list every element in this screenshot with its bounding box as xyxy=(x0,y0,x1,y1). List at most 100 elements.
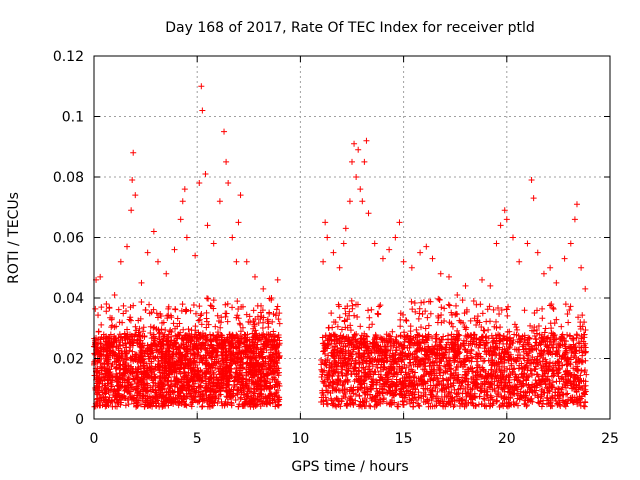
data-point-bg xyxy=(450,379,457,386)
data-point-bg xyxy=(159,380,166,387)
data-point-bg xyxy=(558,356,565,363)
data-point-bg xyxy=(132,323,139,330)
data-point-bg xyxy=(164,382,171,389)
data-point-bg xyxy=(408,367,415,374)
data-point-bg xyxy=(272,390,279,397)
data-point-bg xyxy=(226,361,233,368)
data-point-bg xyxy=(409,306,416,313)
data-point-bg xyxy=(496,337,503,344)
data-point-bg xyxy=(188,403,195,410)
data-point-bg xyxy=(560,376,567,383)
data-point-bg xyxy=(521,307,528,314)
data-point-bg xyxy=(354,313,361,320)
data-point-bg xyxy=(97,336,104,343)
data-point-bg xyxy=(531,310,538,317)
data-point-bg xyxy=(248,389,255,396)
data-point-bg xyxy=(551,336,558,343)
data-point-bg xyxy=(328,352,335,359)
data-point-bg xyxy=(398,391,405,398)
data-point-bg xyxy=(154,346,161,353)
data-point-bg xyxy=(137,363,144,370)
data-point-bg xyxy=(241,335,248,342)
data-point-bg xyxy=(186,335,193,342)
data-point-bg xyxy=(390,342,397,349)
data-point-bg xyxy=(198,311,205,318)
data-point-bg xyxy=(274,387,281,394)
data-point-bg xyxy=(356,368,363,375)
data-point-bg xyxy=(209,387,216,394)
data-point-bg xyxy=(223,375,230,382)
data-point-bg xyxy=(449,323,456,330)
data-point-bg xyxy=(375,399,382,406)
data-point-bg xyxy=(356,401,363,408)
data-point-bg xyxy=(246,349,253,356)
data-point-bg xyxy=(190,346,197,353)
data-point-bg xyxy=(223,393,230,400)
data-point-bg xyxy=(445,301,452,308)
data-point-bg xyxy=(165,312,172,319)
data-point-bg xyxy=(196,398,203,405)
data-point-bg xyxy=(98,387,105,394)
data-point-bg xyxy=(98,350,105,357)
data-point-bg xyxy=(96,380,103,387)
data-point-bg xyxy=(230,378,237,385)
data-point-bg xyxy=(96,369,103,376)
data-point-bg xyxy=(107,314,114,321)
data-point-bg xyxy=(379,385,386,392)
data-point-bg xyxy=(228,373,235,380)
data-point-bg xyxy=(208,375,215,382)
data-point-bg xyxy=(172,361,179,368)
data-point-bg xyxy=(259,400,266,407)
data-point-bg xyxy=(344,340,351,347)
data-point-bg xyxy=(242,343,249,350)
data-point-bg xyxy=(178,335,185,342)
data-point-bg xyxy=(564,367,571,374)
data-point-bg xyxy=(124,376,131,383)
data-point-bg xyxy=(346,308,353,315)
data-point-bg xyxy=(141,342,148,349)
data-point-bg xyxy=(436,296,443,303)
data-point-bg xyxy=(127,363,134,370)
data-point-bg xyxy=(144,364,151,371)
data-point-bg xyxy=(505,372,512,379)
data-point-bg xyxy=(342,324,349,331)
data-point-bg xyxy=(120,302,127,309)
data-point-bg xyxy=(367,340,374,347)
data-point-bg xyxy=(207,389,214,396)
data-point-bg xyxy=(168,399,175,406)
data-point-bg xyxy=(115,400,122,407)
data-point-bg xyxy=(230,392,237,399)
data-point-bg xyxy=(582,327,589,334)
data-point-bg xyxy=(233,314,240,321)
data-point-bg xyxy=(131,333,138,340)
data-point-bg xyxy=(115,347,122,354)
data-point-bg xyxy=(205,368,212,375)
data-point-bg xyxy=(575,314,582,321)
data-point-bg xyxy=(579,385,586,392)
data-point-bg xyxy=(463,352,470,359)
data-point-bg xyxy=(221,342,228,349)
data-point-bg xyxy=(233,345,240,352)
data-point-bg xyxy=(124,355,131,362)
data-point-bg xyxy=(182,401,189,408)
data-point-bg xyxy=(510,401,517,408)
data-point-bg xyxy=(410,361,417,368)
data-point-bg xyxy=(459,297,466,304)
data-point-bg xyxy=(203,324,210,331)
data-point-bg xyxy=(195,383,202,390)
data-point-bg xyxy=(485,326,492,333)
data-point-bg xyxy=(199,396,206,403)
data-point-bg xyxy=(464,390,471,397)
data-point-bg xyxy=(234,381,241,388)
data-point-bg xyxy=(253,369,260,376)
data-point-bg xyxy=(207,302,214,309)
data-point-bg xyxy=(525,352,532,359)
data-point-bg xyxy=(559,362,566,369)
data-point-bg xyxy=(563,338,570,345)
data-point-bg xyxy=(213,359,220,366)
data-point-bg xyxy=(438,304,445,311)
data-point-bg xyxy=(460,320,467,327)
data-point-bg xyxy=(182,308,189,315)
data-point-bg xyxy=(191,351,198,358)
